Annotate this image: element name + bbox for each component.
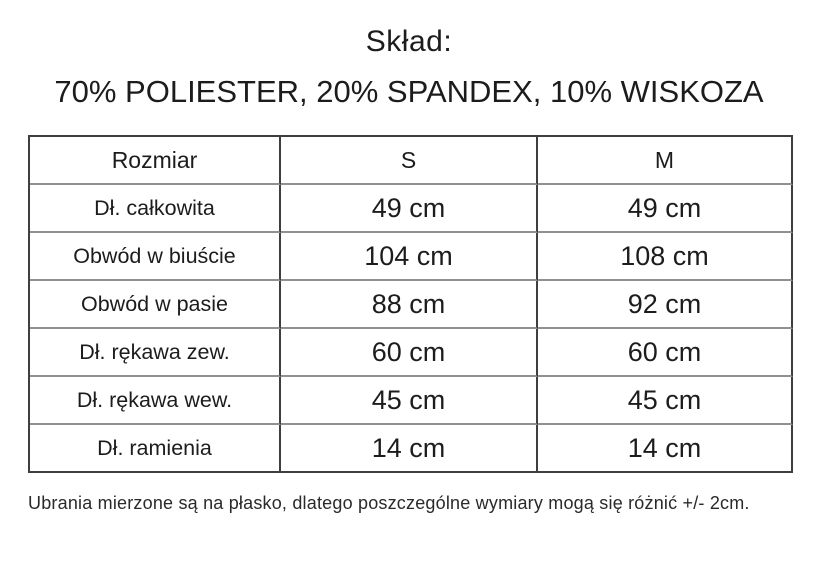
value-s: 60 cm — [281, 329, 538, 378]
measurement-note: Ubrania mierzone są na płasko, dlatego p… — [28, 493, 750, 514]
value-m: 45 cm — [538, 377, 793, 426]
value-m: 108 cm — [538, 233, 793, 282]
row-label: Dł. rękawa zew. — [30, 329, 281, 378]
value-m: 14 cm — [538, 425, 793, 474]
value-s: 88 cm — [281, 281, 538, 330]
value-s: 45 cm — [281, 377, 538, 426]
table-row-dl-ramienia: Dł. ramienia 14 cm 14 cm — [30, 425, 793, 474]
table-row-dl-rekawa-wew: Dł. rękawa wew. 45 cm 45 cm — [30, 377, 793, 426]
row-label: Obwód w biuście — [30, 233, 281, 282]
column-header-size-m: M — [538, 137, 793, 186]
value-s: 14 cm — [281, 425, 538, 474]
table-row-obwod-w-biuscie: Obwód w biuście 104 cm 108 cm — [30, 233, 793, 282]
row-label: Dł. całkowita — [30, 185, 281, 234]
row-label: Dł. rękawa wew. — [30, 377, 281, 426]
table-row-obwod-w-pasie: Obwód w pasie 88 cm 92 cm — [30, 281, 793, 330]
table-row-dl-rekawa-zew: Dł. rękawa zew. 60 cm 60 cm — [30, 329, 793, 378]
value-m: 60 cm — [538, 329, 793, 378]
column-header-rozmiar: Rozmiar — [30, 137, 281, 186]
value-m: 92 cm — [538, 281, 793, 330]
size-guide-page: Skład: 70% POLIESTER, 20% SPANDEX, 10% W… — [0, 24, 818, 515]
table-row-dl-calkowita: Dł. całkowita 49 cm 49 cm — [30, 185, 793, 234]
row-label: Dł. ramienia — [30, 425, 281, 474]
row-label: Obwód w pasie — [30, 281, 281, 330]
table-header-row: Rozmiar S M — [30, 137, 793, 186]
value-s: 104 cm — [281, 233, 538, 282]
value-s: 49 cm — [281, 185, 538, 234]
value-m: 49 cm — [538, 185, 793, 234]
column-header-size-s: S — [281, 137, 538, 186]
composition-line: 70% POLIESTER, 20% SPANDEX, 10% WISKOZA — [54, 74, 764, 109]
size-table: Rozmiar S M Dł. całkowita 49 cm 49 cm Ob… — [28, 135, 793, 474]
page-title: Skład: — [365, 25, 453, 58]
